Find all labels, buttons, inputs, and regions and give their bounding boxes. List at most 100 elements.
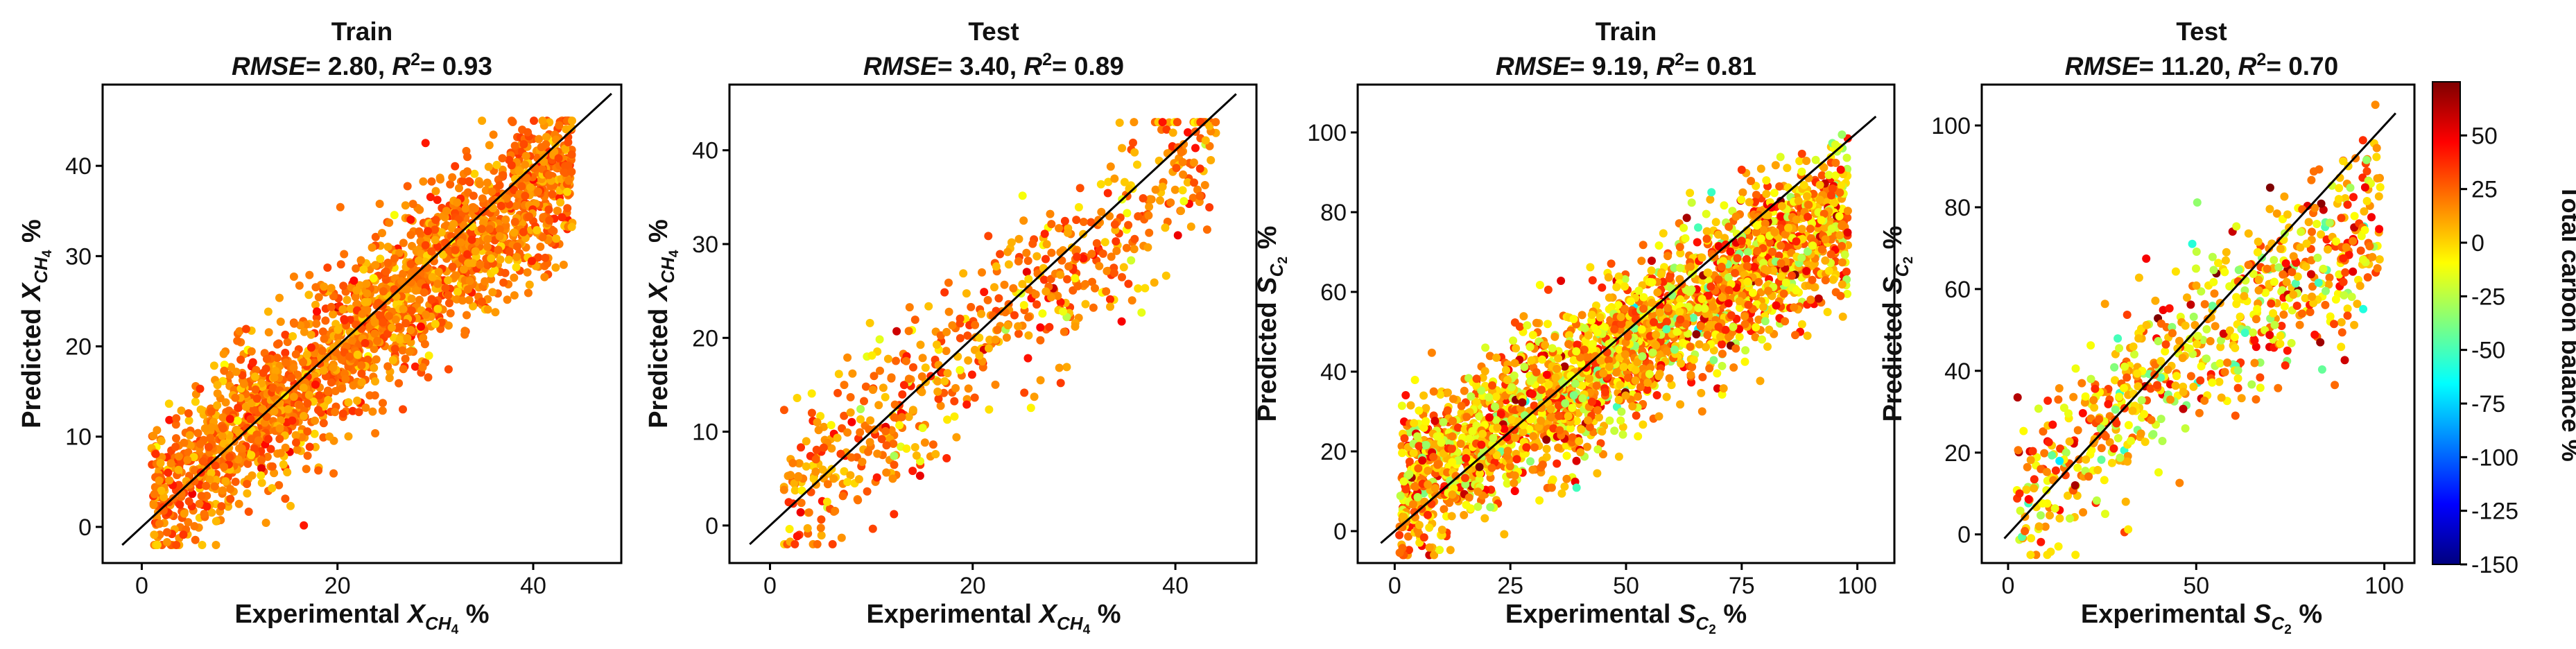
- y-tick-label: 20: [692, 325, 718, 352]
- scatter-point: [1695, 340, 1704, 349]
- scatter-point: [261, 364, 270, 373]
- scatter-point: [1586, 263, 1595, 272]
- scatter-point: [434, 268, 443, 277]
- scatter-point: [838, 492, 847, 501]
- scatter-point: [519, 140, 528, 148]
- scatter-point: [179, 530, 188, 539]
- scatter-point: [465, 177, 474, 186]
- scatter-point: [1018, 191, 1027, 200]
- scatter-point: [1168, 128, 1177, 137]
- scatter-point: [1130, 118, 1139, 127]
- scatter-point: [200, 510, 209, 519]
- scatter-point: [921, 363, 930, 372]
- scatter-point: [444, 365, 453, 374]
- scatter-point: [1195, 164, 1204, 173]
- scatter-point: [1709, 356, 1718, 365]
- scatter-point: [1137, 308, 1146, 317]
- scatter-point: [1544, 320, 1552, 329]
- scatter-point: [1073, 282, 1082, 291]
- scatter-point: [288, 416, 297, 425]
- scatter-point: [460, 327, 469, 336]
- scatter-point: [1102, 287, 1111, 296]
- scatter-point: [211, 541, 221, 549]
- scatter-point: [283, 338, 292, 347]
- panel-3-title-metrics: RMSE= 9.19, R2= 0.81: [1496, 50, 1756, 80]
- scatter-point: [262, 354, 271, 363]
- scatter-point: [252, 394, 261, 403]
- scatter-point: [1130, 245, 1139, 254]
- scatter-point: [1063, 228, 1072, 237]
- scatter-point: [349, 381, 358, 390]
- scatter-point: [444, 321, 453, 330]
- scatter-point: [1030, 392, 1039, 401]
- scatter-point: [967, 302, 976, 311]
- panel-2: Test RMSE= 3.40, R2= 0.89 0 20 40 01020304…: [644, 17, 1258, 637]
- scatter-point: [1618, 430, 1627, 439]
- scatter-point: [909, 363, 917, 372]
- scatter-point: [281, 494, 290, 503]
- scatter-point: [542, 132, 551, 141]
- panel-2-xlabel-sub: CH: [1057, 613, 1084, 634]
- panel-2-r-sup: 2: [1042, 50, 1052, 69]
- scatter-point: [545, 216, 554, 225]
- scatter-point: [895, 421, 904, 430]
- scatter-point: [1036, 336, 1045, 345]
- scatter-point: [331, 408, 340, 417]
- scatter-point: [807, 408, 816, 417]
- scatter-point: [1464, 493, 1473, 502]
- scatter-point: [843, 478, 852, 487]
- scatter-point: [952, 433, 961, 442]
- scatter-point: [202, 481, 211, 490]
- scatter-point: [304, 291, 313, 300]
- scatter-point: [1719, 384, 1728, 393]
- scatter-point: [950, 412, 959, 421]
- scatter-point: [469, 191, 478, 200]
- scatter-point: [1743, 248, 1752, 257]
- scatter-point: [1718, 340, 1726, 349]
- scatter-point: [551, 263, 560, 272]
- scatter-point: [1775, 182, 1784, 191]
- scatter-point: [379, 318, 388, 327]
- scatter-point: [184, 409, 193, 418]
- scatter-point: [405, 347, 414, 356]
- scatter-point: [499, 171, 508, 180]
- scatter-point: [1711, 218, 1720, 227]
- scatter-point: [1528, 331, 1537, 340]
- scatter-point: [559, 260, 568, 269]
- scatter-point: [524, 128, 532, 137]
- scatter-point: [563, 187, 571, 196]
- scatter-point: [1747, 177, 1756, 185]
- scatter-point: [312, 319, 321, 328]
- scatter-point: [905, 303, 914, 312]
- scatter-point: [1179, 170, 1188, 179]
- panel-1-title-metrics: RMSE= 2.80, R2= 0.93: [232, 50, 492, 80]
- scatter-point: [257, 464, 266, 473]
- scatter-point: [344, 432, 353, 441]
- scatter-point: [299, 358, 308, 367]
- scatter-point: [552, 234, 561, 243]
- scatter-point: [523, 268, 532, 277]
- scatter-point: [1071, 322, 1080, 331]
- scatter-point: [313, 307, 321, 316]
- scatter-point: [1145, 202, 1154, 211]
- scatter-point: [383, 243, 392, 251]
- scatter-point: [299, 383, 308, 392]
- scatter-point: [281, 330, 290, 339]
- scatter-point: [510, 228, 519, 237]
- scatter-point: [1663, 252, 1672, 261]
- scatter-point: [379, 399, 387, 408]
- x-tick-label: 0: [135, 573, 148, 599]
- scatter-point: [1024, 331, 1033, 340]
- panel-3-r-sup: 2: [1675, 50, 1684, 69]
- scatter-point: [882, 441, 891, 450]
- scatter-point: [357, 378, 366, 387]
- scatter-point: [1473, 502, 1483, 511]
- scatter-point: [942, 327, 951, 336]
- scatter-point: [1776, 153, 1785, 162]
- scatter-point: [1588, 340, 1597, 349]
- scatter-point: [1207, 156, 1216, 164]
- scatter-point: [233, 336, 242, 345]
- scatter-point: [813, 418, 822, 426]
- panel-1-ylabel-prefix: Predicted: [17, 301, 46, 429]
